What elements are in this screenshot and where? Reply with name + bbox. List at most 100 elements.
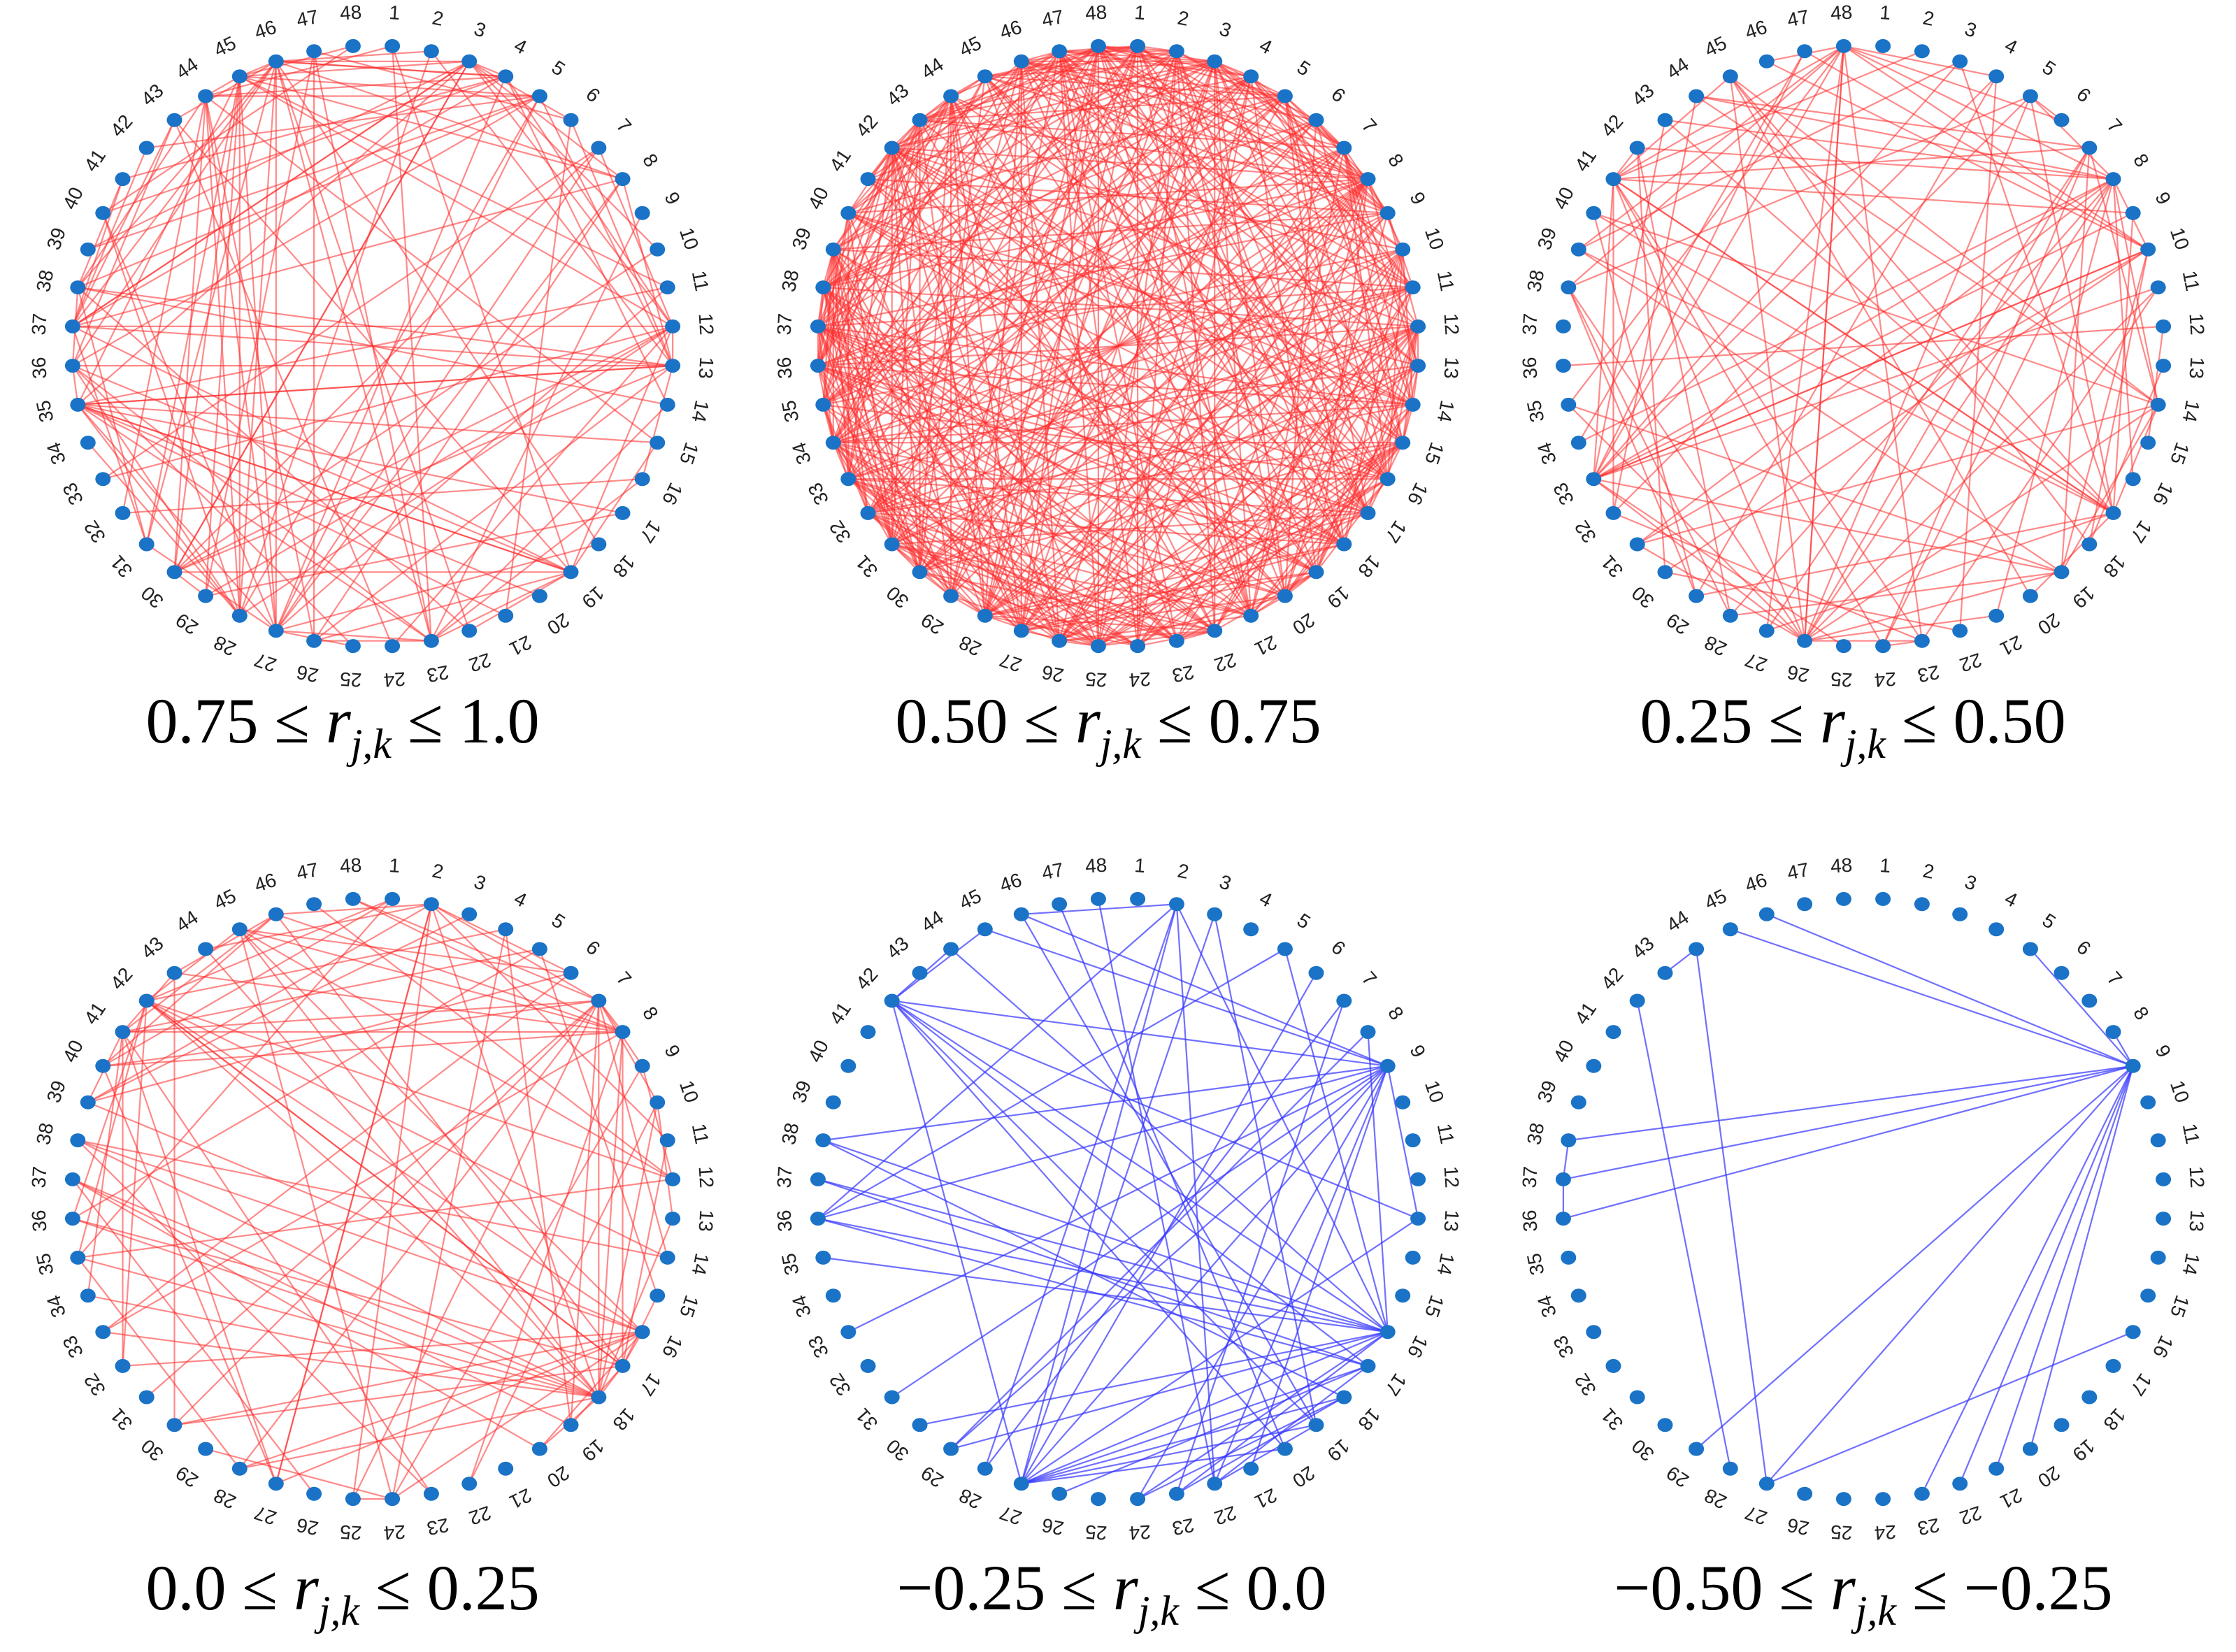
node-25 bbox=[345, 1492, 361, 1507]
edge-17-41 bbox=[1612, 178, 2114, 514]
edge-24-45 bbox=[238, 929, 394, 1500]
node-11 bbox=[659, 1133, 675, 1148]
caption-op-left: ≤ bbox=[1779, 1552, 1814, 1623]
edge-15-27 bbox=[1021, 442, 1403, 632]
node-label-20: 20 bbox=[543, 1462, 573, 1492]
edge-8-21 bbox=[1995, 178, 2114, 616]
node-label-21: 21 bbox=[1997, 1484, 2026, 1514]
node-label-19: 19 bbox=[2068, 1435, 2099, 1465]
caption-op-right: ≤ bbox=[408, 685, 443, 756]
node-label-47: 47 bbox=[294, 859, 320, 884]
edge-8-45 bbox=[239, 928, 623, 1033]
edge-2-46 bbox=[275, 903, 431, 915]
node-label-44: 44 bbox=[1663, 53, 1693, 83]
edge-37-44 bbox=[817, 95, 952, 327]
edge-31-46 bbox=[145, 61, 277, 545]
node-11 bbox=[2150, 1133, 2166, 1148]
node-48 bbox=[1835, 891, 1851, 906]
node-31 bbox=[884, 1390, 900, 1405]
edge-8-40 bbox=[103, 1031, 623, 1067]
edge-35-40 bbox=[822, 213, 850, 405]
edge-20-33 bbox=[848, 478, 1286, 597]
node-45 bbox=[977, 922, 993, 937]
caption-low: 0.50 bbox=[895, 685, 1008, 756]
node-1 bbox=[385, 891, 401, 906]
node-44 bbox=[943, 89, 959, 103]
node-label-12: 12 bbox=[1440, 1165, 1463, 1188]
node-21 bbox=[1243, 608, 1259, 623]
edge-10-30 bbox=[173, 248, 658, 573]
node-2 bbox=[423, 44, 439, 59]
node-48 bbox=[1090, 38, 1106, 53]
edge-41-48 bbox=[1612, 45, 1844, 180]
node-40 bbox=[95, 1058, 111, 1073]
edge-27-48 bbox=[1765, 45, 1844, 631]
node-13 bbox=[665, 359, 681, 373]
edge-41-45 bbox=[1612, 76, 1731, 180]
edge-10-13 bbox=[657, 1102, 674, 1219]
edge-20-37 bbox=[817, 325, 1286, 597]
edge-32-48 bbox=[867, 45, 1099, 514]
node-label-30: 30 bbox=[137, 582, 168, 612]
node-label-5: 5 bbox=[1293, 909, 1314, 933]
edge-16-27 bbox=[1766, 1331, 2134, 1485]
node-35 bbox=[70, 397, 86, 412]
network-panel-6: 1 2 34567891011121314151617181920212223242… bbox=[1519, 854, 2209, 1544]
edge-2-18 bbox=[430, 903, 600, 1398]
edge-42-45 bbox=[146, 928, 241, 1002]
node-label-48: 48 bbox=[1830, 854, 1853, 877]
edge-8-48 bbox=[352, 898, 623, 1033]
node-47 bbox=[1797, 897, 1813, 912]
node-16 bbox=[1379, 1325, 1396, 1339]
edge-17-48 bbox=[1097, 45, 1369, 514]
edge-2-46 bbox=[1021, 903, 1177, 915]
node-13 bbox=[2156, 1212, 2172, 1226]
node-34 bbox=[80, 436, 96, 450]
node-label-20: 20 bbox=[1289, 1462, 1319, 1492]
node-31 bbox=[138, 537, 155, 552]
node-48 bbox=[1835, 38, 1851, 53]
node-35 bbox=[815, 1250, 831, 1265]
node-label-5: 5 bbox=[2039, 909, 2060, 933]
node-label-18: 18 bbox=[608, 551, 639, 582]
edge-26-48 bbox=[1804, 45, 1844, 641]
edge-28-46 bbox=[238, 61, 277, 616]
edge-9-48 bbox=[1098, 45, 1389, 214]
edge-19-26 bbox=[1804, 571, 2062, 642]
edge-19-33 bbox=[1593, 478, 2062, 573]
node-5 bbox=[531, 89, 547, 103]
node-28 bbox=[1722, 1461, 1738, 1476]
node-46 bbox=[268, 907, 284, 921]
edge-42-27 bbox=[891, 1000, 1022, 1484]
edge-8-43 bbox=[1665, 119, 2114, 180]
node-label-19: 19 bbox=[1323, 582, 1354, 612]
node-label-43: 43 bbox=[882, 933, 913, 963]
node-1 bbox=[1875, 891, 1891, 906]
edge-8-22 bbox=[468, 1031, 624, 1484]
node-14 bbox=[1405, 397, 1421, 412]
node-label-6: 6 bbox=[2072, 83, 2095, 107]
edge-38-46 bbox=[77, 61, 277, 288]
edge-18-45 bbox=[1729, 76, 2091, 545]
edge-37-42 bbox=[71, 148, 148, 327]
edge-3-42 bbox=[891, 60, 1215, 149]
node-label-15: 15 bbox=[1421, 440, 1448, 467]
node-9 bbox=[1379, 1058, 1396, 1073]
node-label-35: 35 bbox=[777, 1251, 803, 1277]
node-label-17: 17 bbox=[1381, 1370, 1411, 1400]
node-label-32: 32 bbox=[80, 1370, 110, 1400]
node-label-37: 37 bbox=[28, 1165, 51, 1188]
node-37 bbox=[64, 319, 80, 333]
edge-45-48 bbox=[239, 45, 354, 78]
edge-10-33 bbox=[1593, 248, 2149, 480]
edge-36-44 bbox=[817, 96, 952, 366]
node-label-4: 4 bbox=[511, 34, 531, 59]
edge-26-44 bbox=[950, 96, 1061, 641]
node-26 bbox=[1052, 633, 1068, 648]
node-47 bbox=[1052, 44, 1068, 59]
edge-32-44 bbox=[1612, 96, 1698, 514]
node-label-21: 21 bbox=[1252, 1484, 1281, 1514]
node-28 bbox=[1722, 608, 1738, 623]
edge-18-36 bbox=[72, 1218, 599, 1398]
edge-2-6 bbox=[431, 903, 571, 974]
